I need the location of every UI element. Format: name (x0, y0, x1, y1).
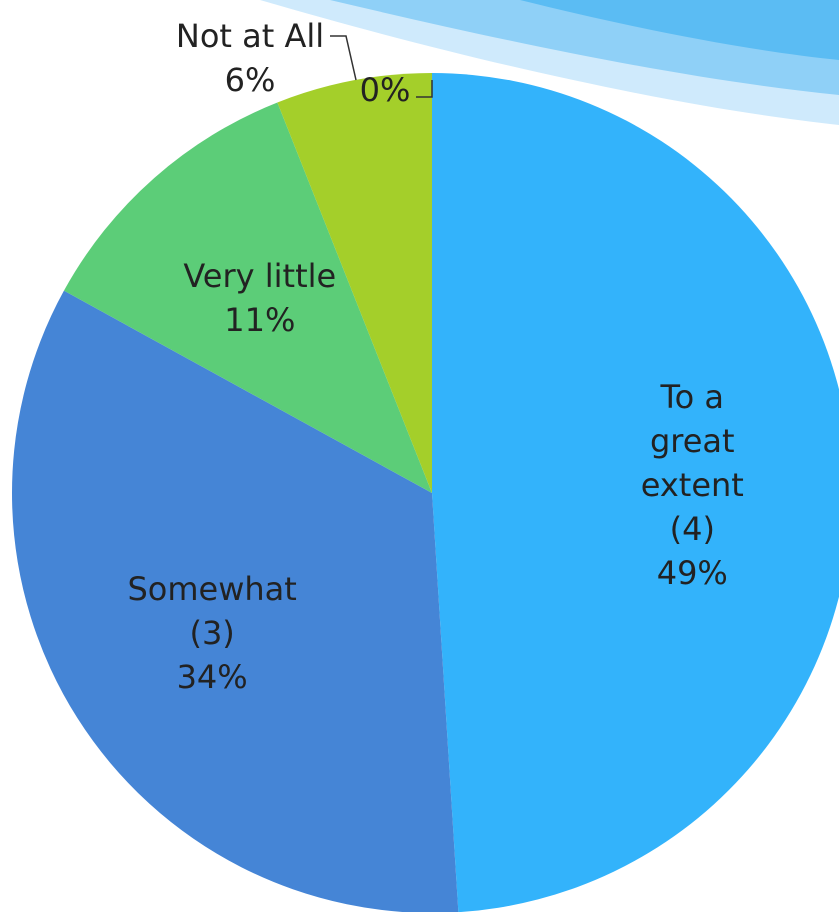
leader-line (330, 35, 357, 81)
value-label: 11% (224, 300, 296, 339)
data-label: To a great extent (4) 49% (617, 375, 767, 595)
swoosh (520, 0, 839, 60)
data-label: Very little 11% (150, 254, 370, 342)
value-label: 6% (224, 61, 276, 99)
value-label: 49% (656, 553, 728, 592)
pie-slice (63, 102, 432, 494)
category-label: Very little (183, 256, 337, 295)
value-label: 34% (176, 657, 248, 696)
category-label: Not at All (175, 17, 325, 55)
data-label: Not at All 6% (140, 14, 360, 102)
value-label: 0% (359, 71, 411, 109)
leader-line (416, 80, 433, 98)
decoration (260, 0, 839, 125)
data-label: Somewhat (3) 34% (127, 567, 297, 699)
pie-slice (432, 73, 839, 912)
category-label: To a great extent (4) (640, 377, 744, 548)
pie-slice (12, 290, 459, 912)
pie-slice (277, 73, 432, 493)
data-label: 0% (345, 68, 425, 112)
category-label: Somewhat (3) (127, 569, 297, 652)
